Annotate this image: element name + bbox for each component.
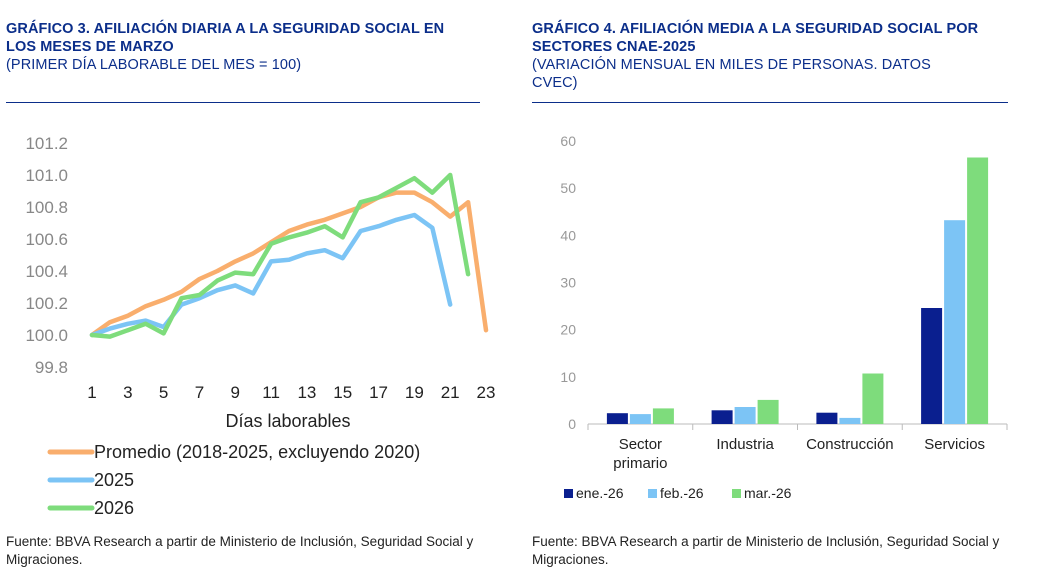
x-tick-label: 23 [477, 383, 496, 402]
y-tick-label: 60 [560, 133, 576, 149]
category-label: Industria [716, 436, 774, 453]
bar-mar-26 [862, 373, 884, 424]
right-chart-panel: GRÁFICO 4. AFILIACIÓN MEDIA A LA SEGURID… [532, 0, 1063, 583]
legend-label: 2025 [94, 470, 134, 490]
category-label: primario [613, 455, 667, 472]
x-tick-label: 13 [297, 383, 316, 402]
x-tick-label: 11 [262, 383, 280, 402]
series-line-2025 [89, 212, 453, 338]
chart4-bar-chart: 0 10 20 30 40 50 60 Sector primario Industria Cons… [560, 133, 1008, 501]
legend-label: Promedio (2018-2025, excluyendo 2020) [94, 442, 420, 462]
bar-ene-26 [921, 308, 943, 424]
x-tick-label: 5 [159, 383, 168, 402]
legend-label: 2026 [94, 498, 134, 518]
y-tick-label: 101.0 [25, 166, 68, 185]
legend-swatch [732, 489, 741, 498]
y-tick-label: 100.0 [25, 326, 68, 345]
y-tick-label: 10 [560, 369, 576, 385]
x-tick-label: 9 [231, 383, 240, 402]
x-axis-title: Días laborables [225, 411, 350, 431]
x-tick-label: 17 [369, 383, 388, 402]
legend-label: mar.-26 [744, 485, 792, 501]
x-tick-label: 1 [87, 383, 96, 402]
bar-feb-26 [839, 417, 861, 424]
y-tick-label: 50 [560, 180, 576, 196]
y-tick-label: 100.6 [25, 230, 68, 249]
left-chart-panel: GRÁFICO 3. AFILIACIÓN DIARIA A LA SEGURI… [0, 0, 520, 583]
chart3-subtitle: (PRIMER DÍA LABORABLE DEL MES = 100) [6, 57, 302, 73]
series-line-promedio [89, 190, 489, 338]
bar-mar-26 [652, 408, 674, 424]
bar-ene-26 [606, 413, 628, 424]
chart4-divider [532, 102, 1008, 103]
bar-feb-26 [734, 407, 756, 424]
y-tick-label: 100.4 [25, 262, 68, 281]
chart3-divider [6, 102, 480, 103]
y-tick-label: 100.8 [25, 198, 68, 217]
legend-swatch [648, 489, 657, 498]
bar-ene-26 [816, 412, 838, 424]
bar-mar-26 [757, 399, 779, 424]
y-tick-label: 20 [560, 322, 576, 338]
chart4-title: GRÁFICO 4. AFILIACIÓN MEDIA A LA SEGURID… [532, 20, 982, 92]
category-label: Construcción [806, 436, 894, 453]
chart3-title: GRÁFICO 3. AFILIACIÓN DIARIA A LA SEGURI… [6, 20, 456, 74]
x-tick-label: 7 [195, 383, 204, 402]
chart3-source: Fuente: BBVA Research a partir de Minist… [6, 534, 474, 567]
y-tick-label: 40 [560, 227, 576, 243]
bar-mar-26 [967, 157, 989, 424]
category-label: Sector [619, 436, 662, 453]
x-tick-label: 19 [405, 383, 424, 402]
y-tick-label: 99.8 [35, 358, 68, 377]
x-tick-label: 21 [441, 383, 460, 402]
chart4-title-text: GRÁFICO 4. AFILIACIÓN MEDIA A LA SEGURID… [532, 21, 979, 55]
x-tick-label: 15 [333, 383, 352, 402]
category-label: Servicios [924, 436, 985, 453]
legend-label: ene.-26 [576, 485, 624, 501]
chart4-subtitle: (VARIACIÓN MENSUAL EN MILES DE PERSONAS.… [532, 57, 931, 91]
y-tick-label: 0 [568, 416, 576, 432]
bar-feb-26 [944, 220, 966, 424]
y-tick-label: 101.2 [25, 134, 68, 153]
y-tick-label: 100.2 [25, 294, 68, 313]
x-tick-label: 3 [123, 383, 132, 402]
chart4-source: Fuente: BBVA Research a partir de Minist… [532, 534, 1000, 567]
chart3-line-chart: 99.8 100.0 100.2 100.4 100.6 100.8 101.0 101.2 1… [25, 134, 496, 518]
y-tick-label: 30 [560, 275, 576, 291]
chart3-title-text: GRÁFICO 3. AFILIACIÓN DIARIA A LA SEGURI… [6, 21, 445, 55]
series-line-2026 [89, 172, 471, 339]
bar-ene-26 [711, 410, 733, 424]
legend-label: feb.-26 [660, 485, 704, 501]
bar-feb-26 [629, 414, 651, 424]
legend-swatch [564, 489, 573, 498]
